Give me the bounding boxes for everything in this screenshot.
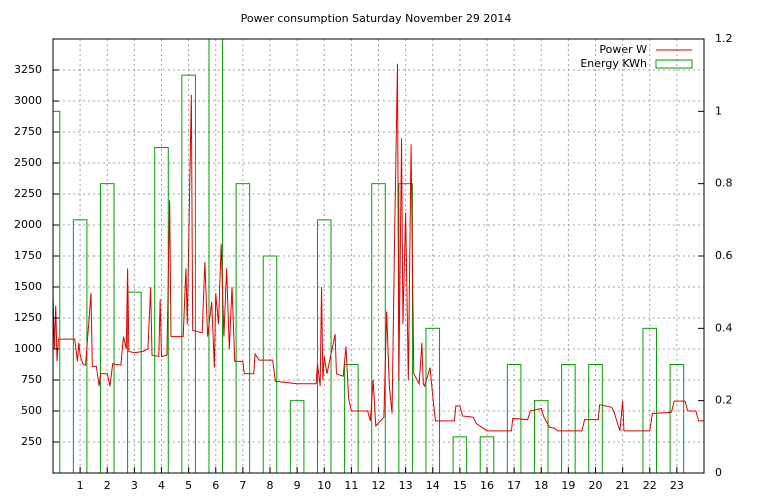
y2-tick-label: 0.6 xyxy=(715,249,733,262)
x-tick-label: 19 xyxy=(561,479,575,492)
x-tick-label: 5 xyxy=(185,479,192,492)
energy-bar xyxy=(316,219,332,473)
y2-tick-label: 0.4 xyxy=(715,321,733,334)
x-tick-label: 8 xyxy=(267,479,274,492)
energy-bar xyxy=(479,436,495,473)
y-tick-label: 2750 xyxy=(14,125,42,138)
energy-bar xyxy=(425,327,441,473)
y-tick-label: 500 xyxy=(21,404,42,417)
y2-tick-label: 1 xyxy=(715,104,722,117)
x-tick-label: 14 xyxy=(426,479,440,492)
energy-bar xyxy=(669,364,685,473)
y2-tick-label: 0.2 xyxy=(715,394,733,407)
y-tick-label: 2250 xyxy=(14,187,42,200)
x-tick-label: 12 xyxy=(372,479,386,492)
chart-title: Power consumption Saturday November 29 2… xyxy=(241,12,512,25)
y-tick-label: 1750 xyxy=(14,249,42,262)
x-tick-label: 3 xyxy=(131,479,138,492)
energy-bar xyxy=(154,147,169,473)
x-tick-label: 21 xyxy=(616,479,630,492)
y-tick-label: 3000 xyxy=(14,94,42,107)
y2-tick-label: 0.8 xyxy=(715,177,733,190)
energy-bar xyxy=(235,183,251,473)
x-tick-label: 1 xyxy=(77,479,84,492)
x-tick-label: 15 xyxy=(453,479,467,492)
legend-label: Power W xyxy=(599,43,647,56)
y-tick-label: 1250 xyxy=(14,311,42,324)
x-tick-label: 10 xyxy=(317,479,331,492)
energy-bar xyxy=(642,327,658,473)
x-tick-label: 18 xyxy=(534,479,548,492)
legend-swatch xyxy=(655,59,693,69)
energy-bar xyxy=(561,364,576,473)
x-tick-label: 22 xyxy=(643,479,657,492)
energy-bar xyxy=(344,364,359,473)
x-tick-label: 2 xyxy=(104,479,111,492)
energy-bar xyxy=(53,110,61,473)
y-tick-label: 3250 xyxy=(14,63,42,76)
y2-tick-label: 0 xyxy=(715,466,722,479)
x-tick-label: 20 xyxy=(589,479,603,492)
energy-bar xyxy=(262,255,278,473)
energy-bar xyxy=(371,183,386,473)
y2-tick-label: 1.2 xyxy=(715,32,733,45)
x-tick-label: 16 xyxy=(480,479,494,492)
x-tick-label: 4 xyxy=(158,479,165,492)
y-tick-label: 2000 xyxy=(14,218,42,231)
y-tick-label: 2500 xyxy=(14,156,42,169)
legend-label: Energy KWh xyxy=(580,57,647,70)
y-tick-label: 250 xyxy=(21,435,42,448)
energy-bar xyxy=(181,74,196,473)
x-tick-label: 23 xyxy=(670,479,684,492)
x-tick-label: 13 xyxy=(399,479,413,492)
y-tick-label: 1500 xyxy=(14,280,42,293)
x-tick-label: 6 xyxy=(212,479,219,492)
axes: 2505007501000125015001750200022502500275… xyxy=(14,32,733,492)
x-tick-label: 9 xyxy=(294,479,301,492)
x-tick-label: 7 xyxy=(239,479,246,492)
energy-bar xyxy=(452,436,468,473)
y-tick-label: 750 xyxy=(21,373,42,386)
x-tick-label: 11 xyxy=(344,479,358,492)
y-tick-label: 1000 xyxy=(14,342,42,355)
power-line xyxy=(53,63,704,432)
energy-bar xyxy=(588,364,603,473)
x-tick-label: 17 xyxy=(507,479,521,492)
energy-bar xyxy=(99,183,115,473)
